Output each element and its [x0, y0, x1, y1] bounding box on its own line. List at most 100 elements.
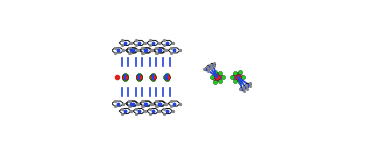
Polygon shape — [167, 76, 168, 78]
Polygon shape — [152, 75, 153, 77]
Polygon shape — [152, 75, 153, 77]
Polygon shape — [124, 77, 125, 79]
Polygon shape — [167, 75, 168, 77]
Polygon shape — [124, 75, 125, 77]
Polygon shape — [232, 77, 240, 82]
Polygon shape — [125, 75, 126, 77]
Polygon shape — [124, 77, 125, 79]
Polygon shape — [152, 77, 153, 78]
Polygon shape — [166, 77, 167, 78]
Polygon shape — [217, 77, 223, 81]
Polygon shape — [138, 75, 139, 77]
Polygon shape — [166, 75, 167, 77]
Polygon shape — [165, 76, 166, 78]
Polygon shape — [138, 75, 139, 79]
Polygon shape — [152, 76, 153, 77]
Polygon shape — [215, 72, 217, 82]
Polygon shape — [166, 76, 167, 77]
Polygon shape — [124, 78, 126, 79]
Polygon shape — [212, 72, 217, 77]
Polygon shape — [138, 76, 139, 77]
Polygon shape — [138, 77, 139, 79]
Polygon shape — [152, 76, 153, 77]
Polygon shape — [139, 76, 140, 78]
Polygon shape — [125, 77, 126, 79]
Polygon shape — [215, 73, 220, 82]
Polygon shape — [125, 75, 126, 77]
Polygon shape — [165, 75, 167, 79]
Polygon shape — [153, 75, 154, 77]
Polygon shape — [235, 72, 240, 77]
Polygon shape — [165, 76, 166, 78]
Polygon shape — [124, 77, 126, 78]
Polygon shape — [235, 73, 238, 81]
Polygon shape — [235, 73, 240, 82]
Polygon shape — [166, 75, 167, 76]
Polygon shape — [235, 73, 243, 77]
Polygon shape — [139, 77, 140, 79]
Polygon shape — [124, 76, 126, 77]
Polygon shape — [232, 73, 238, 77]
Polygon shape — [152, 77, 153, 78]
Polygon shape — [125, 75, 126, 77]
Polygon shape — [138, 77, 139, 78]
Polygon shape — [167, 76, 168, 78]
Polygon shape — [152, 78, 153, 79]
Polygon shape — [125, 75, 126, 77]
Polygon shape — [212, 73, 220, 77]
Polygon shape — [139, 77, 140, 79]
Polygon shape — [125, 75, 126, 79]
Polygon shape — [165, 75, 167, 77]
Polygon shape — [139, 75, 140, 77]
Polygon shape — [167, 75, 168, 77]
Polygon shape — [152, 75, 153, 77]
Polygon shape — [124, 75, 126, 76]
Polygon shape — [124, 75, 125, 77]
Polygon shape — [153, 77, 154, 79]
Polygon shape — [165, 77, 167, 79]
Polygon shape — [167, 77, 168, 79]
Polygon shape — [238, 72, 240, 82]
Polygon shape — [139, 76, 140, 78]
Polygon shape — [152, 77, 153, 79]
Polygon shape — [167, 75, 168, 77]
Polygon shape — [238, 72, 243, 77]
Polygon shape — [165, 77, 167, 79]
Polygon shape — [153, 76, 154, 78]
Polygon shape — [125, 77, 126, 79]
Polygon shape — [217, 73, 223, 77]
Polygon shape — [215, 72, 223, 77]
Polygon shape — [217, 73, 220, 81]
Polygon shape — [152, 75, 153, 79]
Polygon shape — [212, 77, 220, 81]
Polygon shape — [152, 75, 153, 76]
Polygon shape — [167, 77, 168, 79]
Polygon shape — [166, 77, 167, 78]
Polygon shape — [232, 77, 238, 81]
Polygon shape — [153, 76, 154, 78]
Polygon shape — [124, 77, 125, 79]
Polygon shape — [138, 77, 139, 79]
Polygon shape — [153, 75, 154, 77]
Polygon shape — [238, 77, 243, 82]
Polygon shape — [212, 77, 217, 82]
Polygon shape — [124, 76, 126, 77]
Polygon shape — [138, 77, 139, 79]
Polygon shape — [215, 77, 220, 82]
Polygon shape — [152, 77, 153, 79]
Polygon shape — [165, 75, 167, 77]
Polygon shape — [153, 75, 154, 79]
Polygon shape — [215, 77, 223, 82]
Polygon shape — [152, 77, 153, 79]
Polygon shape — [124, 75, 125, 79]
Polygon shape — [166, 77, 167, 79]
Polygon shape — [124, 75, 125, 77]
Polygon shape — [165, 77, 167, 79]
Polygon shape — [153, 75, 154, 77]
Polygon shape — [138, 76, 139, 77]
Polygon shape — [235, 77, 240, 82]
Polygon shape — [138, 75, 139, 77]
Polygon shape — [139, 75, 140, 77]
Polygon shape — [125, 77, 126, 79]
Polygon shape — [215, 72, 220, 77]
